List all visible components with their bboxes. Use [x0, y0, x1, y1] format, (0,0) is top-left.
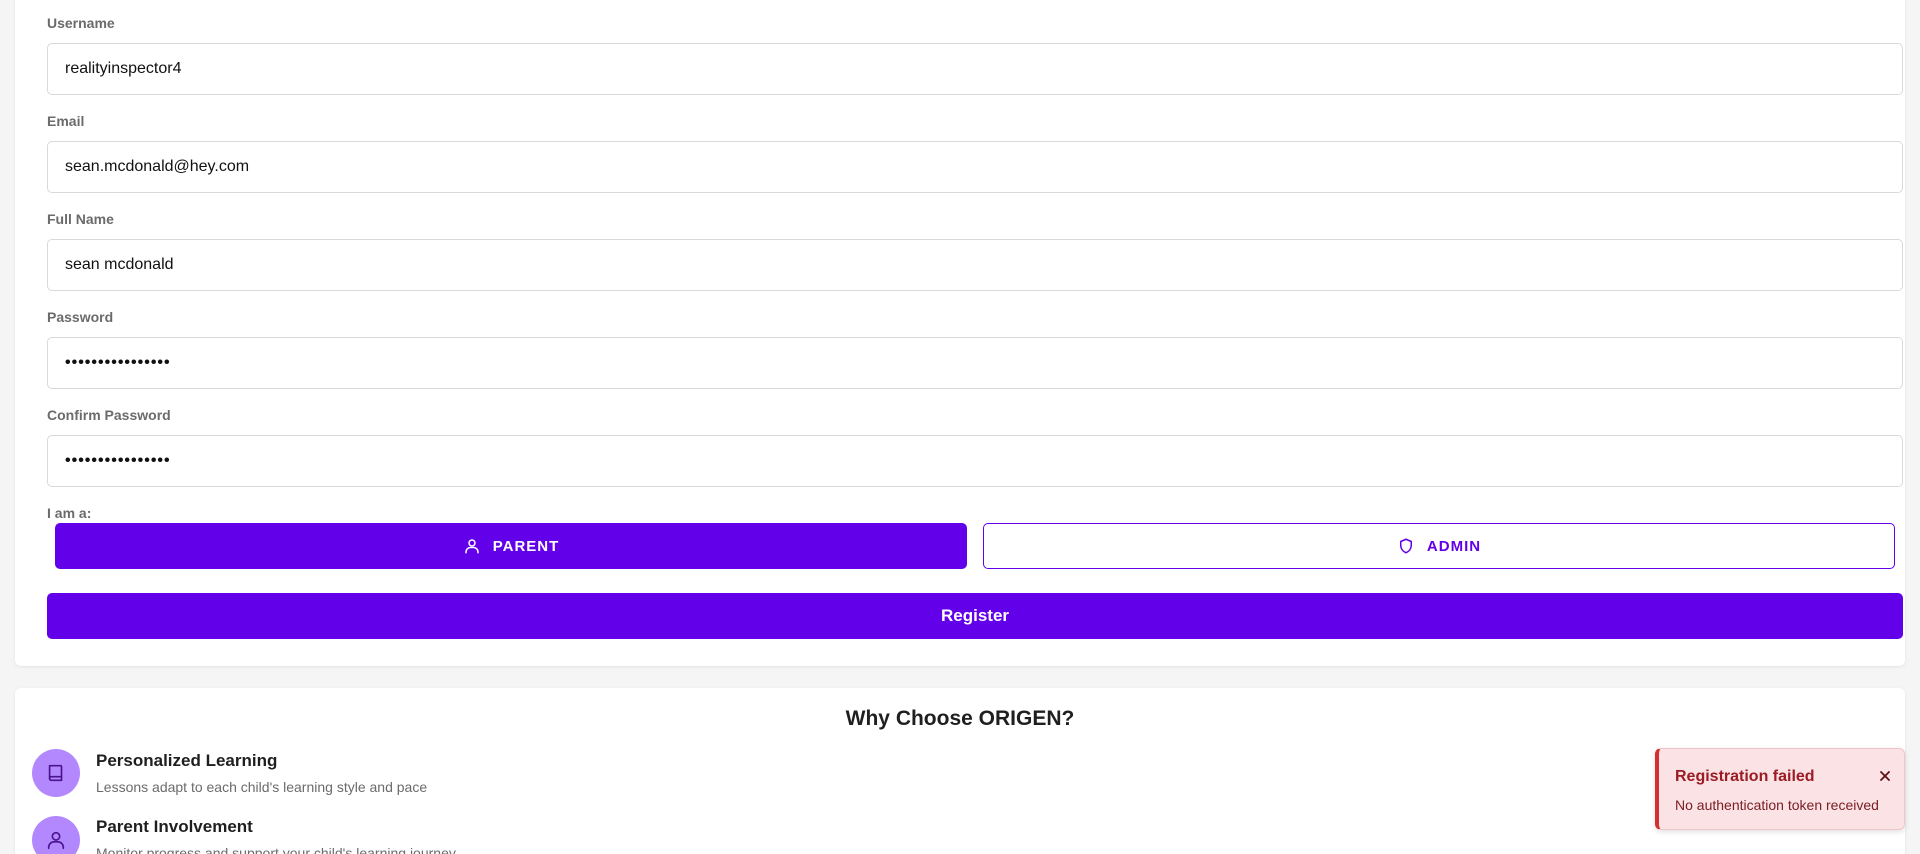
error-toast: Registration failed No authentication to…	[1655, 748, 1905, 830]
full-name-input[interactable]: sean mcdonald	[47, 239, 1903, 291]
email-label: Email	[47, 113, 85, 129]
username-label: Username	[47, 15, 115, 31]
person-icon	[464, 539, 479, 554]
shield-icon	[1399, 538, 1412, 554]
toast-title: Registration failed	[1675, 768, 1815, 785]
close-icon[interactable]	[1876, 767, 1894, 785]
email-input[interactable]: sean.mcdonald@hey.com	[47, 141, 1903, 193]
feature-description: Lessons adapt to each child's learning s…	[96, 779, 428, 795]
role-admin-label: ADMIN	[1426, 537, 1482, 555]
confirm-password-input[interactable]: ••••••••••••••••	[47, 435, 1903, 487]
full-name-label: Full Name	[47, 211, 114, 227]
feature-title: Parent Involvement	[96, 817, 253, 836]
username-input[interactable]: realityinspector4	[47, 43, 1903, 95]
role-admin-button[interactable]: ADMIN	[983, 523, 1895, 569]
confirm-password-label: Confirm Password	[47, 407, 171, 423]
feature-description: Monitor progress and support your child'…	[96, 845, 456, 854]
person-icon	[32, 816, 80, 854]
password-input[interactable]: ••••••••••••••••	[47, 337, 1903, 389]
role-parent-label: PARENT	[492, 537, 560, 555]
features-title: Why Choose ORIGEN?	[845, 707, 1075, 730]
register-button[interactable]: Register	[47, 593, 1903, 639]
feature-title: Personalized Learning	[96, 751, 278, 770]
features-section: Why Choose ORIGEN? Personalized Learning…	[15, 688, 1905, 854]
book-icon	[32, 749, 80, 797]
registration-form: Username realityinspector4 Email sean.mc…	[15, 0, 1905, 666]
password-label: Password	[47, 309, 114, 325]
role-parent-button[interactable]: PARENT	[55, 523, 967, 569]
toast-message: No authentication token received	[1675, 797, 1879, 813]
role-label: I am a:	[47, 505, 92, 521]
